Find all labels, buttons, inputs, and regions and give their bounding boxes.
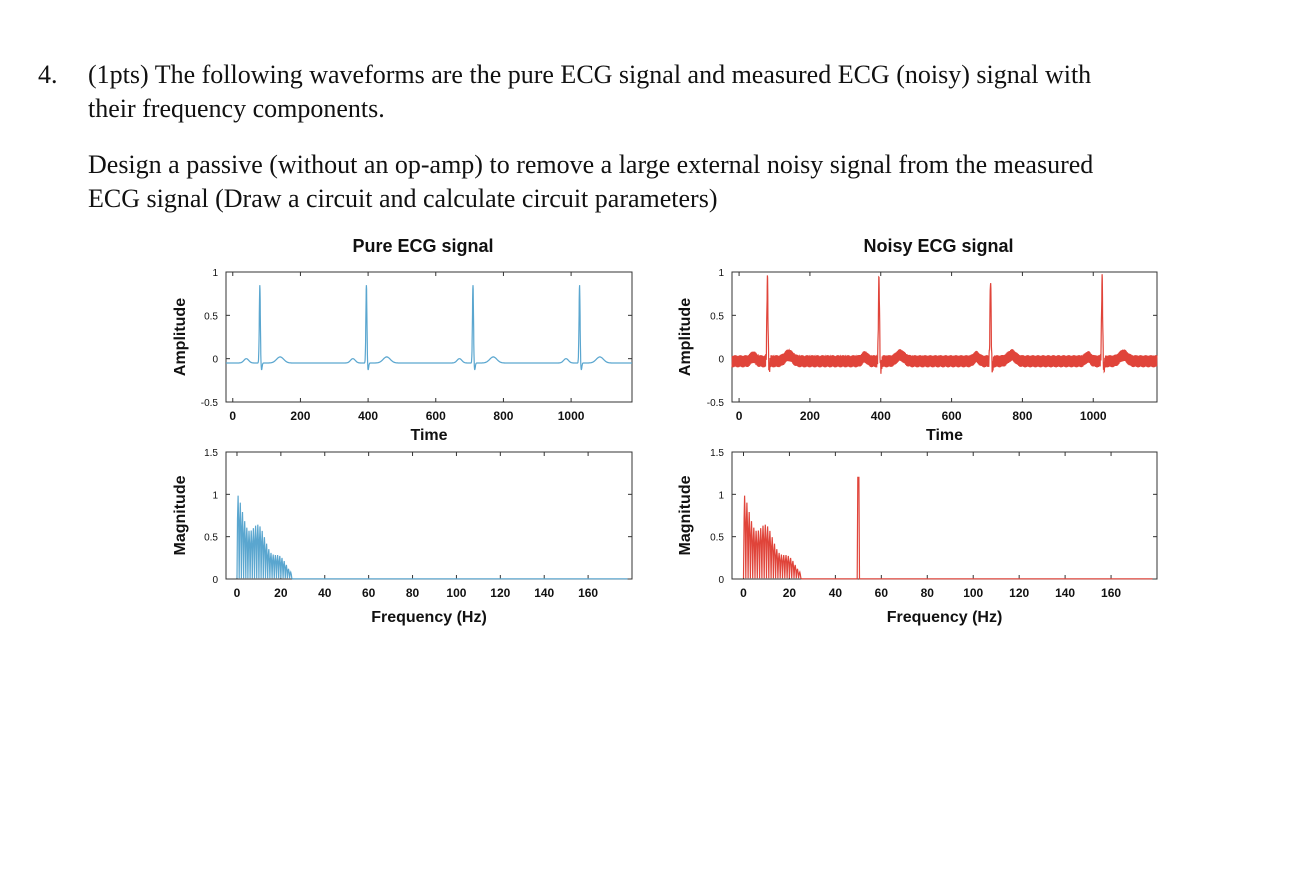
y-tick-label-1-1: 0 xyxy=(718,355,724,366)
y-tick-label-3-0: 0 xyxy=(718,575,724,586)
x-tick-label-1-4: 800 xyxy=(1012,409,1032,423)
y-axis-label-2: Magnitude xyxy=(172,475,189,555)
x-tick-label-2-0: 0 xyxy=(234,586,241,600)
x-tick-label-1-5: 1000 xyxy=(1080,409,1107,423)
x-tick-label-0-3: 600 xyxy=(426,409,446,423)
x-tick-label-1-2: 400 xyxy=(871,409,891,423)
x-tick-label-2-1: 20 xyxy=(274,586,288,600)
series-line-1 xyxy=(731,274,1158,374)
x-tick-label-2-2: 40 xyxy=(318,586,332,600)
x-tick-label-3-0: 0 xyxy=(740,586,747,600)
plot-frame-2 xyxy=(225,451,633,580)
series-line-0 xyxy=(226,285,632,371)
y-tick-label-3-1: 0.5 xyxy=(710,533,724,544)
y-axis-label-1: Amplitude xyxy=(677,298,694,376)
y-tick-label-1-3: 1 xyxy=(718,268,724,279)
question-text: (1pts) The following waveforms are the p… xyxy=(88,58,1303,126)
question-line-1: (1pts) The following waveforms are the p… xyxy=(88,60,1092,89)
x-tick-label-3-7: 140 xyxy=(1055,586,1075,600)
x-axis-label-1: Time xyxy=(926,427,963,444)
x-tick-label-2-4: 80 xyxy=(406,586,420,600)
x-tick-label-0-4: 800 xyxy=(493,409,513,423)
y-tick-label-3-3: 1.5 xyxy=(710,448,724,459)
design-line-2: ECG signal (Draw a circuit and calculate… xyxy=(88,184,718,213)
x-tick-label-2-6: 120 xyxy=(490,586,510,600)
design-line-1: Design a passive (without an op-amp) to … xyxy=(88,150,1094,179)
plot-frame-1 xyxy=(731,271,1158,403)
chart-title-0: Pure ECG signal xyxy=(352,236,493,256)
x-tick-label-3-1: 20 xyxy=(783,586,797,600)
x-tick-label-2-3: 60 xyxy=(362,586,376,600)
y-tick-label-3-2: 1 xyxy=(718,490,724,501)
x-tick-label-3-5: 100 xyxy=(963,586,983,600)
x-tick-label-2-5: 100 xyxy=(446,586,466,600)
x-tick-label-2-7: 140 xyxy=(534,586,554,600)
y-tick-label-2-1: 0.5 xyxy=(204,533,218,544)
x-tick-label-3-4: 80 xyxy=(921,586,935,600)
y-tick-label-1-0: -0.5 xyxy=(707,398,725,409)
question-number: 4. xyxy=(38,60,58,89)
x-axis-label-3: Frequency (Hz) xyxy=(887,609,1003,626)
design-prompt: Design a passive (without an op-amp) to … xyxy=(88,148,1303,216)
x-tick-label-0-2: 400 xyxy=(358,409,378,423)
x-tick-label-1-0: 0 xyxy=(736,409,743,423)
y-tick-label-2-3: 1.5 xyxy=(204,448,218,459)
x-tick-label-0-1: 200 xyxy=(290,409,310,423)
y-tick-label-0-0: -0.5 xyxy=(201,398,219,409)
question-line-2: their frequency components. xyxy=(88,94,385,123)
y-tick-label-1-2: 0.5 xyxy=(710,311,724,322)
chart-title-1: Noisy ECG signal xyxy=(863,236,1013,256)
x-tick-label-1-1: 200 xyxy=(800,409,820,423)
x-tick-label-3-2: 40 xyxy=(829,586,843,600)
x-axis-label-0: Time xyxy=(410,427,447,444)
y-tick-label-2-0: 0 xyxy=(212,575,218,586)
y-axis-label-0: Amplitude xyxy=(172,298,189,376)
y-tick-label-0-3: 1 xyxy=(212,268,218,279)
x-tick-label-0-0: 0 xyxy=(229,409,236,423)
x-tick-label-3-3: 60 xyxy=(875,586,889,600)
x-tick-label-0-5: 1000 xyxy=(558,409,585,423)
x-tick-label-2-8: 160 xyxy=(578,586,598,600)
x-tick-label-1-3: 600 xyxy=(942,409,962,423)
x-tick-label-3-6: 120 xyxy=(1009,586,1029,600)
y-tick-label-0-1: 0 xyxy=(212,355,218,366)
y-axis-label-3: Magnitude xyxy=(677,475,694,555)
series-line-2 xyxy=(236,495,628,580)
plot-frame-0 xyxy=(225,271,633,403)
x-axis-label-2: Frequency (Hz) xyxy=(371,609,487,626)
y-tick-label-2-2: 1 xyxy=(212,490,218,501)
series-line-3 xyxy=(742,476,1153,580)
plot-frame-3 xyxy=(731,451,1158,580)
x-tick-label-3-8: 160 xyxy=(1101,586,1121,600)
y-tick-label-0-2: 0.5 xyxy=(204,311,218,322)
